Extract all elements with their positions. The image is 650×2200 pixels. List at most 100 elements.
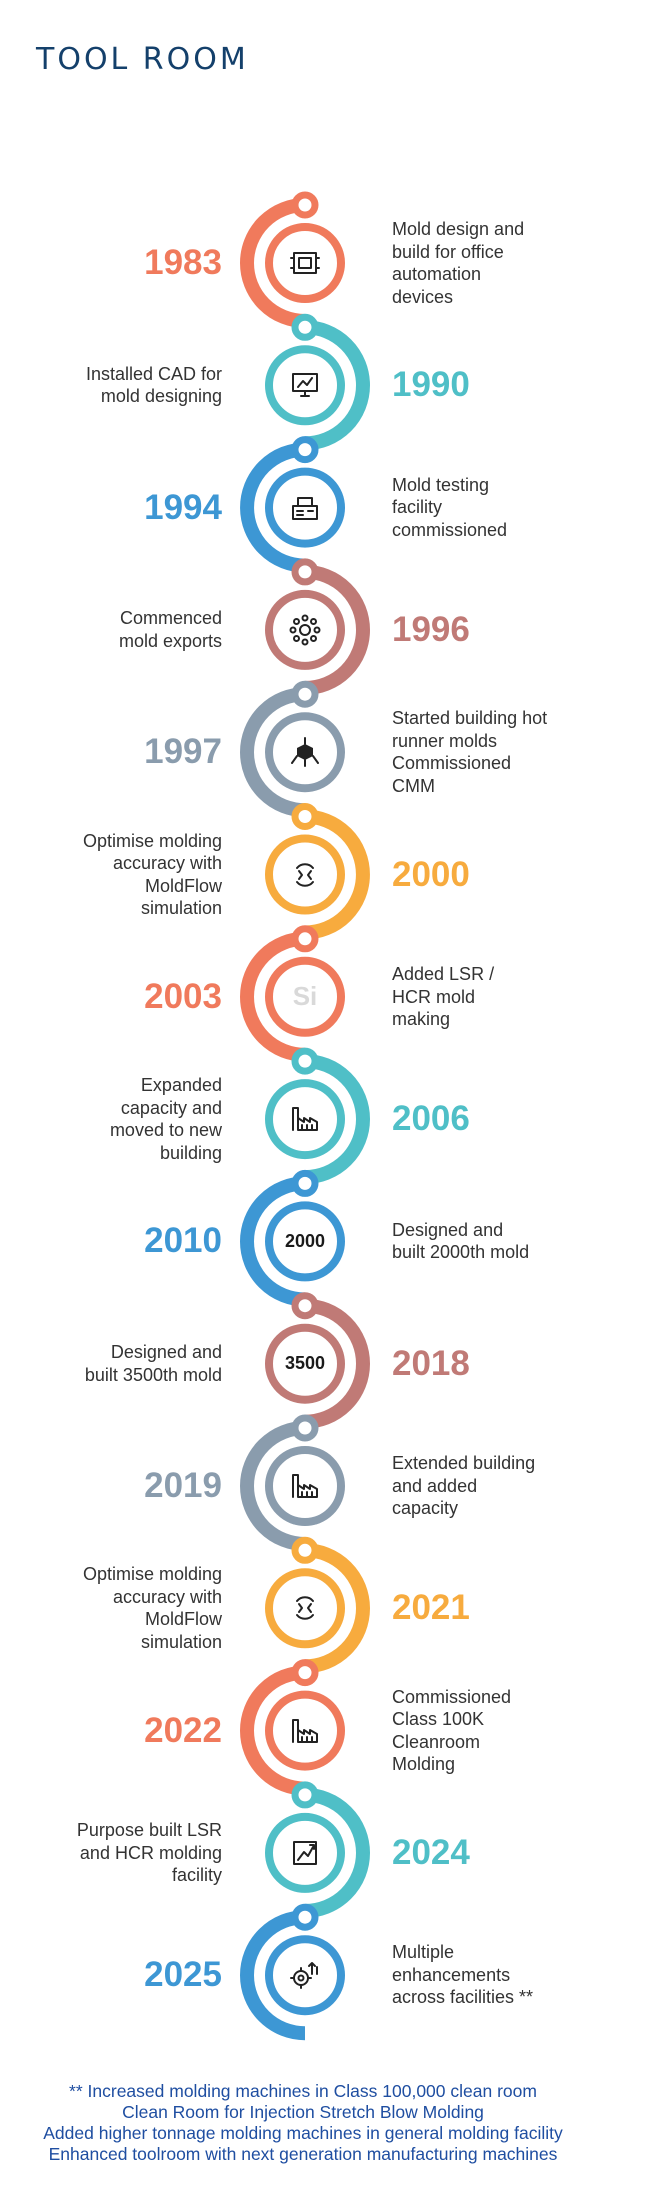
- milestone-description: Commissioned Class 100K Cleanroom Molding: [392, 1686, 567, 1776]
- milestone-year: 2021: [392, 1588, 470, 1628]
- spiral-arc: [240, 1176, 306, 1307]
- description-line: Expanded: [140, 1075, 222, 1096]
- gear-upgrade-icon: [274, 1944, 336, 2007]
- description-line: Designed and: [392, 1219, 504, 1240]
- spiral-arc: [304, 1543, 370, 1674]
- description-line: built 2000th mold: [392, 1242, 530, 1263]
- spiral-joint: [291, 1169, 319, 1197]
- moldflow-icon: [274, 1577, 336, 1640]
- description-line: across facilities **: [392, 1987, 534, 2008]
- spiral-joint: [291, 1414, 319, 1442]
- description-line: Multiple: [392, 1942, 455, 1963]
- description-line: HCR mold: [392, 986, 476, 1007]
- description-line: Mold testing: [392, 474, 490, 495]
- milestone-description: Started building hot runner molds Commissi…: [392, 707, 567, 797]
- description-line: simulation: [140, 1631, 222, 1652]
- description-line: Molding: [392, 1754, 456, 1775]
- milestone-year: 2010: [144, 1221, 222, 1261]
- milestone-3500-icon: 3500: [274, 1332, 336, 1395]
- description-line: accuracy with: [112, 1586, 222, 1607]
- description-line: making: [392, 1009, 451, 1030]
- spiral-joint: [291, 925, 319, 953]
- moldflow-icon: [274, 843, 336, 906]
- spiral-arc: [304, 1054, 370, 1185]
- milestone-year: 2019: [144, 1466, 222, 1505]
- description-line: facility: [392, 497, 443, 518]
- spiral-arc: [240, 1910, 306, 2041]
- description-line: Cleanroom: [392, 1731, 481, 1752]
- description-line: building: [159, 1142, 222, 1163]
- milestone-year: 2022: [144, 1710, 222, 1750]
- description-line: and added: [392, 1475, 478, 1496]
- description-line: MoldFlow: [144, 1609, 222, 1630]
- description-line: Started building hot: [392, 708, 548, 729]
- spiral-arc: [304, 1787, 370, 1918]
- spiral-joint: [291, 558, 319, 586]
- description-line: mold designing: [100, 386, 222, 407]
- description-line: Added LSR /: [392, 964, 495, 985]
- milestone-year: 2024: [392, 1832, 470, 1872]
- icon-label: Si: [292, 981, 318, 1012]
- spiral-arc: [240, 1665, 306, 1796]
- milestone-description: Optimise molding accuracy with MoldFlow sim…: [52, 1563, 222, 1653]
- milestone-description: Designed and built 2000th mold: [392, 1219, 567, 1264]
- spiral-arc: [240, 687, 306, 818]
- milestone-description: Extended building and added capacity: [392, 1452, 567, 1520]
- spiral-arc: [240, 1421, 306, 1551]
- silicone-icon: Si: [274, 965, 336, 1028]
- milestone-year: 2025: [144, 1955, 222, 1995]
- description-line: commissioned: [392, 519, 508, 540]
- description-line: capacity: [392, 1498, 459, 1519]
- description-line: and HCR molding: [79, 1842, 222, 1863]
- description-line: capacity and: [120, 1097, 222, 1118]
- milestone-description: Mold testing facility commissioned: [392, 474, 567, 542]
- description-line: Commissioned: [392, 753, 512, 774]
- testing-machine-icon: [274, 476, 336, 539]
- description-line: simulation: [140, 898, 222, 918]
- description-line: Commissioned: [392, 1686, 512, 1707]
- description-line: Installed CAD for: [85, 363, 222, 384]
- cmm-cube-icon: [274, 721, 336, 784]
- description-line: facility: [171, 1865, 222, 1886]
- spiral-joint: [291, 1292, 319, 1320]
- spiral-joint: [291, 1903, 319, 1931]
- milestone-description: Installed CAD for mold designing: [52, 363, 222, 408]
- milestone-description: Added LSR / HCR mold making: [392, 963, 567, 1031]
- facility-icon: [274, 1821, 336, 1884]
- spiral-joint: [291, 436, 319, 464]
- description-line: devices: [392, 286, 454, 307]
- milestone-year: 2000: [392, 854, 470, 894]
- footnote-line: Enhanced toolroom with next generation m…: [48, 2144, 558, 2164]
- cleanroom-factory-icon: [274, 1699, 336, 1762]
- milestone-description: Purpose built LSR and HCR molding facility: [52, 1819, 222, 1887]
- description-line: build for office: [392, 241, 504, 262]
- spiral-joint: [291, 1659, 319, 1687]
- spiral-arc: [240, 931, 306, 1062]
- factory-icon: [274, 1088, 336, 1151]
- spiral-joint: [291, 313, 319, 341]
- cad-monitor-icon: [274, 354, 336, 417]
- description-line: Class 100K: [392, 1709, 485, 1730]
- milestone-year: 1990: [392, 365, 470, 405]
- spiral-arc: [304, 1298, 370, 1429]
- description-line: runner molds: [392, 730, 498, 751]
- spiral-arc: [304, 809, 370, 940]
- description-line: Mold design and: [392, 219, 525, 239]
- milestone-year: 1996: [392, 609, 470, 649]
- footnote: ** Increased molding machines in Class 1…: [0, 2081, 606, 2165]
- description-line: Extended building: [392, 1453, 536, 1474]
- spiral-joint: [291, 803, 319, 830]
- spiral-joint: [291, 1781, 319, 1809]
- footnote-line: Added higher tonnage molding machines in…: [43, 2123, 563, 2143]
- description-line: Commenced: [119, 608, 222, 629]
- description-line: built 3500th mold: [84, 1364, 222, 1385]
- milestone-description: Designed and built 3500th mold: [52, 1341, 222, 1386]
- spiral-joint: [291, 1536, 319, 1564]
- spiral-joint: [291, 680, 319, 708]
- description-line: Optimise molding: [82, 830, 222, 851]
- factory-icon: [274, 1455, 336, 1517]
- milestone-year: 1997: [144, 732, 222, 772]
- footnote-line: Clean Room for Injection Stretch Blow Mo…: [122, 2102, 484, 2122]
- spiral-arc: [304, 320, 370, 451]
- description-line: enhancements: [392, 1964, 511, 1985]
